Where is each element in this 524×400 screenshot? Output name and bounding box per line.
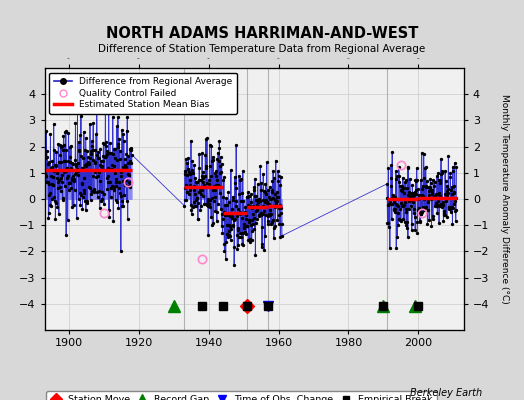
Text: NORTH ADAMS HARRIMAN-AND-WEST: NORTH ADAMS HARRIMAN-AND-WEST xyxy=(106,26,418,41)
Text: Difference of Station Temperature Data from Regional Average: Difference of Station Temperature Data f… xyxy=(99,44,425,54)
Text: Berkeley Earth: Berkeley Earth xyxy=(410,388,482,398)
Y-axis label: Monthly Temperature Anomaly Difference (°C): Monthly Temperature Anomaly Difference (… xyxy=(500,94,509,304)
Legend: Station Move, Record Gap, Time of Obs. Change, Empirical Break: Station Move, Record Gap, Time of Obs. C… xyxy=(46,391,437,400)
